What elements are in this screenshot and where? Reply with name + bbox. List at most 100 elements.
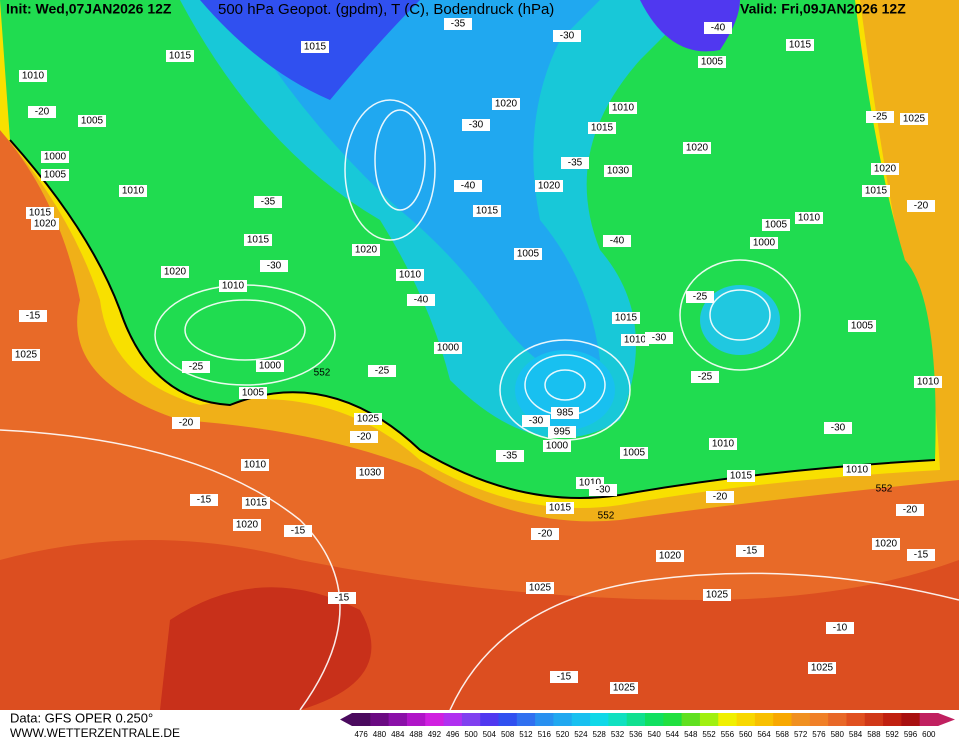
colorbar-swatch [901, 713, 921, 726]
colorbar-swatch [846, 713, 866, 726]
colorbar-swatch [425, 713, 445, 726]
pressure-label: 1020 [538, 181, 561, 192]
pressure-label-box [244, 234, 272, 246]
pressure-label: 1020 [495, 99, 518, 110]
pressure-label: 1005 [242, 388, 265, 399]
temperature-label-box [254, 196, 282, 208]
pressure-label: 1010 [846, 465, 869, 476]
pressure-label: 985 [557, 408, 574, 419]
temperature-label: -30 [560, 31, 575, 42]
pressure-label-box [119, 185, 147, 197]
pressure-label: 995 [554, 427, 571, 438]
temperature-label-box [28, 106, 56, 118]
colorbar-swatch [718, 713, 738, 726]
temperature-label-box [866, 111, 894, 123]
temperature-label-box [328, 592, 356, 604]
pressure-label-box [900, 113, 928, 125]
pressure-label: 1015 [247, 235, 270, 246]
pressure-label-box [526, 582, 554, 594]
temperature-label: -20 [179, 418, 194, 429]
pressure-label: 1015 [304, 42, 327, 53]
pressure-label-box [698, 56, 726, 68]
colorbar-label: 528 [593, 730, 607, 739]
temperature-label-box [645, 332, 673, 344]
pressure-label: 1025 [357, 414, 380, 425]
pressure-label: 1010 [399, 270, 422, 281]
pressure-label-box [434, 342, 462, 354]
temperature-label: -15 [743, 546, 758, 557]
temperature-label-box [407, 294, 435, 306]
pressure-label: 1000 [546, 441, 569, 452]
pressure-label-box [546, 502, 574, 514]
pressure-label: 1015 [29, 208, 52, 219]
pressure-label-box [166, 50, 194, 62]
pressure-label: 1015 [169, 51, 192, 62]
colorbar-swatch [370, 713, 390, 726]
colorbar-label: 504 [483, 730, 497, 739]
colorbar-label: 560 [739, 730, 753, 739]
temperature-label: -20 [35, 107, 50, 118]
pressure-label: 1010 [624, 335, 647, 346]
temperature-label: -25 [189, 362, 204, 373]
pressure-label: 1005 [765, 220, 788, 231]
temperature-label-box [260, 260, 288, 272]
colorbar-swatch [498, 713, 518, 726]
colorbar-label: 564 [757, 730, 771, 739]
pressure-label: 1000 [437, 343, 460, 354]
colorbar-label: 536 [629, 730, 643, 739]
colorbar-swatch [791, 713, 811, 726]
pressure-label-box [241, 459, 269, 471]
pressure-label: 1025 [903, 114, 926, 125]
temperature-label-box [736, 545, 764, 557]
pressure-label-box [709, 438, 737, 450]
temperature-label-box [19, 310, 47, 322]
colorbar-swatch [516, 713, 536, 726]
colorbar-swatch [480, 713, 499, 726]
colorbar-label: 508 [501, 730, 515, 739]
temperature-label-box [522, 415, 550, 427]
valid-time: Valid: Fri,09JAN2026 12Z [740, 1, 906, 17]
pressure-label: 1025 [613, 683, 636, 694]
pressure-label-box [620, 447, 648, 459]
pressure-label-box [12, 349, 40, 361]
pressure-label: 1005 [623, 448, 646, 459]
colorbar-label: 488 [409, 730, 423, 739]
temperature-label-box [496, 450, 524, 462]
colorbar-label: 540 [647, 730, 661, 739]
pressure-label: 1010 [798, 213, 821, 224]
pressure-label: 1025 [15, 350, 38, 361]
pressure-label: 1025 [529, 583, 552, 594]
pressure-label: 1020 [236, 520, 259, 531]
pressure-label-box [19, 70, 47, 82]
pressure-label: 1005 [851, 321, 874, 332]
temperature-label-box [550, 671, 578, 683]
colorbar-label: 596 [904, 730, 918, 739]
pressure-label-box [161, 266, 189, 278]
pressure-label: 1010 [917, 377, 940, 388]
temperature-label-box [603, 235, 631, 247]
temperature-label-box [368, 365, 396, 377]
temperature-label: -25 [375, 366, 390, 377]
temperature-label: -40 [711, 23, 726, 34]
geopotential-label: 552 [314, 368, 331, 379]
pressure-label-box [239, 387, 267, 399]
pressure-label: 1020 [659, 551, 682, 562]
temperature-label: -30 [267, 261, 282, 272]
pressure-label: 1030 [359, 468, 382, 479]
colorbar-swatch [352, 713, 371, 726]
pressure-label-box [621, 334, 649, 346]
pressure-label-box [703, 589, 731, 601]
temperature-label: -15 [557, 672, 572, 683]
pressure-label-box [26, 207, 54, 219]
temperature-label: -35 [503, 451, 518, 462]
colorbar-label: 588 [867, 730, 881, 739]
pressure-label: 1015 [591, 123, 614, 134]
colorbar-label: 524 [574, 730, 588, 739]
colorbar-swatch [883, 713, 902, 726]
map-background [0, 0, 959, 710]
temperature-label: -30 [529, 416, 544, 427]
temperature-label: -35 [261, 197, 276, 208]
colorbar-swatch [388, 713, 408, 726]
pressure-label-box [871, 163, 899, 175]
